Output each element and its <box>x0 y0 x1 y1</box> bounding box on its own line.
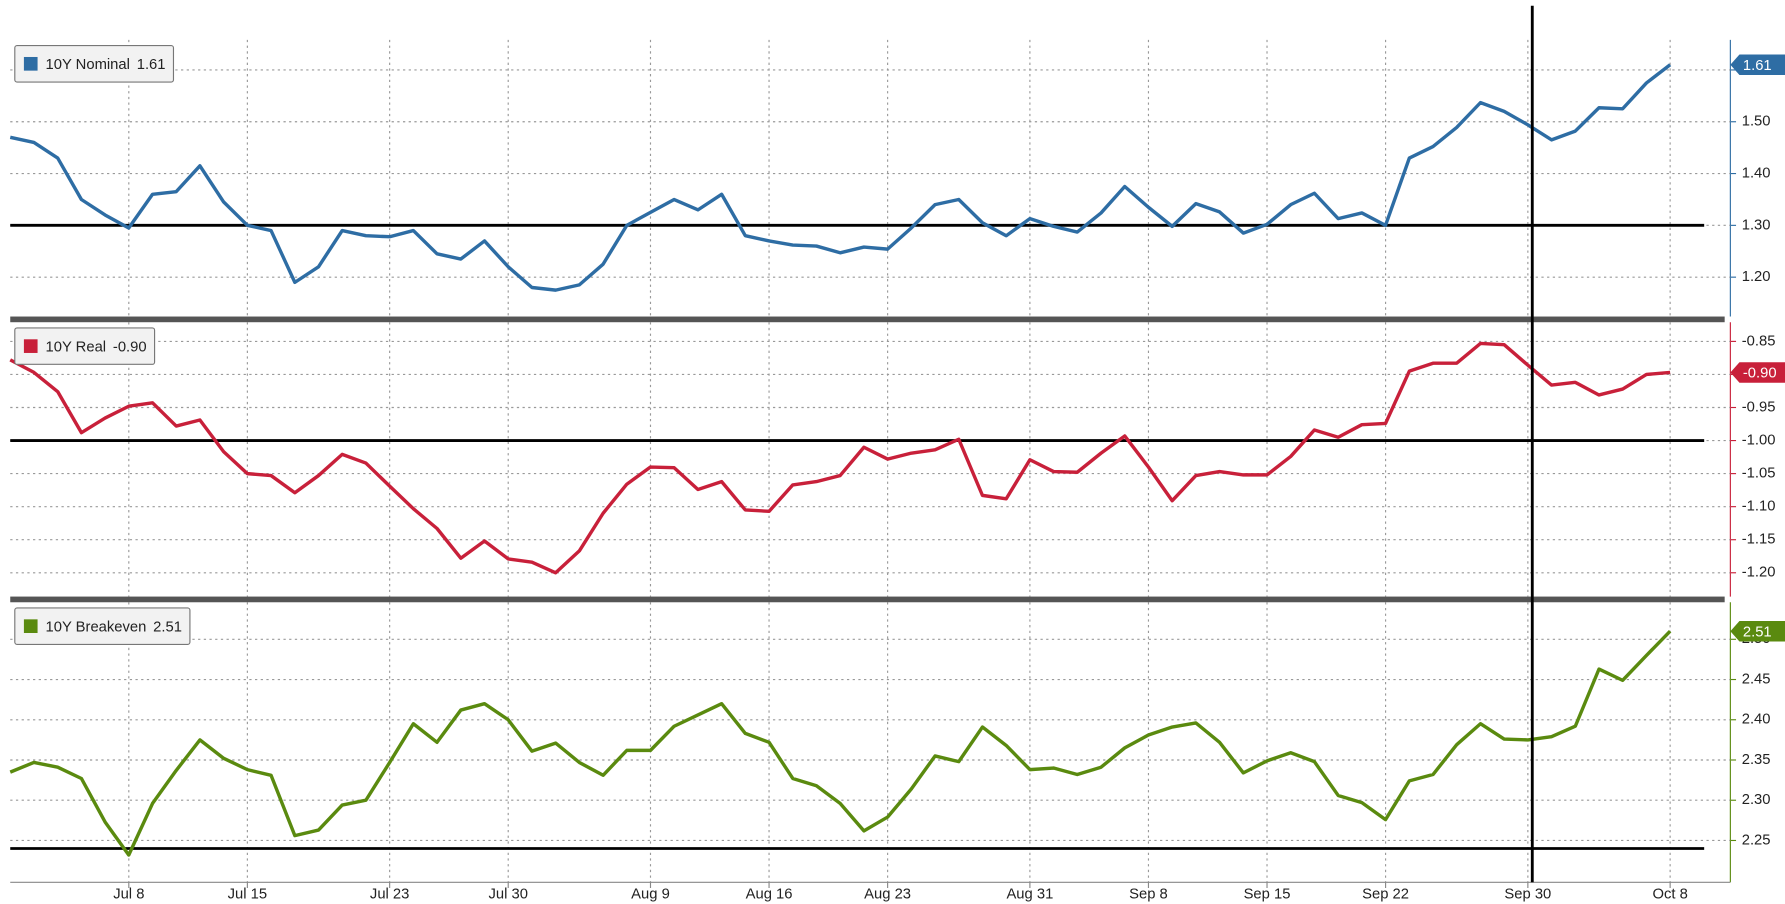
plot-layer: Jul 8 Jul 15 Jul 23 Jul 30 Aug 9 Aug 16 Aug 23… <box>9 39 1785 903</box>
y-tick-label: 2.45 <box>1742 671 1771 687</box>
x-tick-label: Sep 15 <box>1244 887 1291 903</box>
y-tick-label: -1.10 <box>1742 499 1776 515</box>
legend: 10Y Nominal 1.61 <box>14 45 175 83</box>
x-tick-label: Jul 8 <box>113 887 144 903</box>
panel-separator <box>10 596 1725 603</box>
legend-name: 10Y Nominal <box>46 57 130 73</box>
y-tick-label: -1.05 <box>1742 466 1776 482</box>
legend: 10Y Breakeven 2.51 <box>14 607 191 645</box>
legend-box <box>14 607 191 645</box>
y-tick-label: -1.00 <box>1742 432 1776 448</box>
legend-value: 2.51 <box>153 619 182 635</box>
last-value-tag <box>1730 620 1785 642</box>
y-tick-label: 1.30 <box>1742 217 1771 233</box>
legend-swatch <box>23 339 38 353</box>
y-tick-label: 2.30 <box>1742 792 1771 808</box>
last-value-label: 1.61 <box>1743 58 1772 74</box>
legend-value: 1.61 <box>137 57 166 73</box>
y-tick-label: 1.40 <box>1742 165 1771 181</box>
legend-value: -0.90 <box>113 339 147 355</box>
x-tick-label: Aug 16 <box>746 887 793 903</box>
x-tick-label: Oct 8 <box>1652 887 1687 903</box>
x-tick-label: Sep 8 <box>1129 887 1168 903</box>
y-tick-label: 1.20 <box>1742 269 1771 285</box>
x-tick-label: Aug 9 <box>631 887 670 903</box>
legend-swatch <box>23 56 38 71</box>
last-value-label: -0.90 <box>1743 366 1777 382</box>
legend-box <box>14 327 156 365</box>
y-tick-label: 2.25 <box>1742 832 1771 848</box>
last-value-tag <box>1730 54 1785 76</box>
x-tick-label: Aug 31 <box>1006 887 1053 903</box>
y-tick-label: -0.95 <box>1742 399 1776 415</box>
series-line <box>9 63 1672 292</box>
x-tick-label: Sep 22 <box>1362 887 1409 903</box>
legend-name: 10Y Breakeven <box>46 619 147 635</box>
legend-name: 10Y Real <box>46 339 107 355</box>
y-tick-label: -1.15 <box>1742 532 1776 548</box>
y-tick-label: 2.40 <box>1742 712 1771 728</box>
series-line <box>9 629 1672 857</box>
y-tick-label: 2.35 <box>1742 752 1771 768</box>
y-tick-label: -0.85 <box>1742 333 1776 349</box>
last-value-tag <box>1730 362 1785 383</box>
x-tick-label: Sep 30 <box>1504 887 1551 903</box>
y-tick-label: -1.20 <box>1742 565 1776 581</box>
panel-separator <box>10 316 1725 323</box>
legend-label: 10Y Real -0.90 <box>46 339 147 355</box>
legend-swatch <box>23 619 38 634</box>
last-value-label: 2.51 <box>1743 624 1772 640</box>
x-tick-label: Jul 30 <box>488 887 527 903</box>
legend-label: 10Y Nominal 1.61 <box>46 57 166 73</box>
series-line <box>9 341 1671 575</box>
y-tick-label: 1.50 <box>1742 114 1771 130</box>
x-tick-label: Aug 23 <box>864 887 911 903</box>
legend-label: 10Y Breakeven 2.51 <box>46 619 182 635</box>
x-tick-label: Jul 23 <box>370 887 409 903</box>
legend: 10Y Real -0.90 <box>14 327 156 365</box>
x-tick-label: Jul 15 <box>228 887 267 903</box>
legend-box <box>14 45 175 83</box>
